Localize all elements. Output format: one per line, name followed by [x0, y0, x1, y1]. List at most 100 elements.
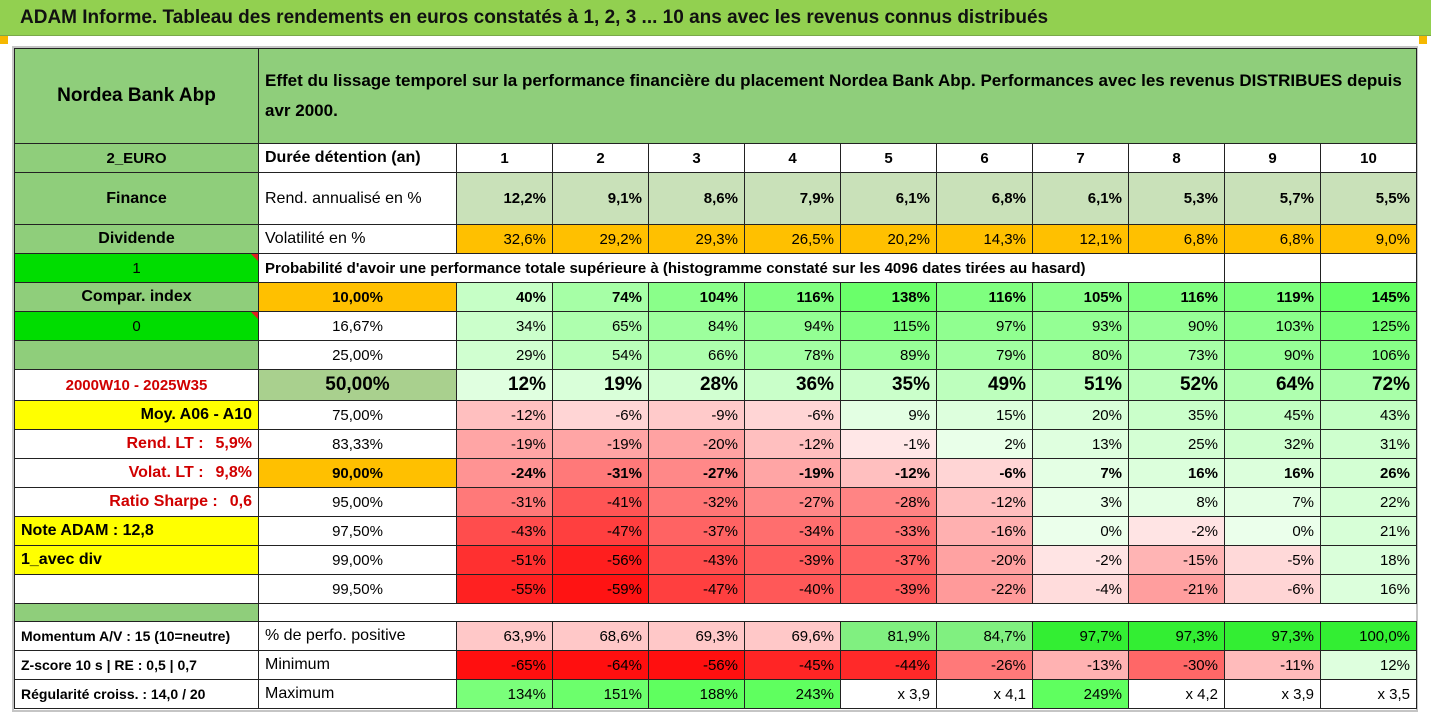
probability-value-cell: -6%: [936, 458, 1033, 488]
probability-value-cell: -12%: [744, 429, 841, 459]
probability-value-cell: 7%: [1032, 458, 1129, 488]
volatility-cell: 29,2%: [552, 224, 649, 254]
probability-value-cell: 31%: [1320, 429, 1417, 459]
probability-value-cell: -12%: [936, 487, 1033, 517]
probability-row: Note ADAM : 12,8 97,50% -43% -47% -37% -34% -3…: [14, 516, 1417, 546]
probability-value-cell: -55%: [456, 574, 553, 604]
probability-value-cell: 26%: [1320, 458, 1417, 488]
maximum-label: Maximum: [258, 679, 457, 709]
volatility-label: Volatilité en %: [258, 224, 457, 254]
sheet-frame: [12, 46, 1418, 712]
empty-green-cell: [14, 340, 259, 370]
minimum-cell: -64%: [552, 650, 649, 680]
probability-value-cell: -24%: [456, 458, 553, 488]
probability-value-cell: -39%: [744, 545, 841, 575]
performance-table: Nordea Bank Abp Effet du lissage tempore…: [14, 48, 1417, 709]
minimum-cell: -45%: [744, 650, 841, 680]
probability-value-cell: 93%: [1032, 311, 1129, 341]
long-term-return-cell: Rend. LT : 5,9%: [14, 429, 259, 459]
probability-value-cell: -1%: [840, 429, 937, 459]
flag-cell-1[interactable]: 1: [14, 253, 259, 283]
probability-value-cell: 16%: [1320, 574, 1417, 604]
annual-return-cell: 9,1%: [552, 172, 649, 225]
probability-row: Rend. LT :5,9% 83,33% -19% -19% -20% -12% -1% 2…: [14, 429, 1417, 459]
positive-performance-cell: 84,7%: [936, 621, 1033, 651]
flag-cell-0[interactable]: 0: [14, 311, 259, 341]
annual-return-cell: 12,2%: [456, 172, 553, 225]
year-header: 3: [648, 143, 745, 173]
probability-value-cell: -39%: [840, 574, 937, 604]
maximum-cell: 134%: [456, 679, 553, 709]
probability-value-cell: -37%: [648, 516, 745, 546]
probability-threshold: 16,67%: [258, 311, 457, 341]
probability-value-cell: -56%: [552, 545, 649, 575]
positive-performance-cell: 100,0%: [1320, 621, 1417, 651]
maximum-cell: 243%: [744, 679, 841, 709]
probability-value-cell: 25%: [1128, 429, 1225, 459]
probability-row: 2000W10 - 2025W35 50,00% 12% 19% 28% 36% 35% 49…: [14, 369, 1417, 401]
probability-value-cell: -31%: [456, 487, 553, 517]
probability-value-cell: 29%: [456, 340, 553, 370]
probability-threshold: 95,00%: [258, 487, 457, 517]
maximum-cell: x 3,9: [1224, 679, 1321, 709]
probability-value-cell: 106%: [1320, 340, 1417, 370]
probability-value-cell: -32%: [648, 487, 745, 517]
currency-cell: 2_EURO: [14, 143, 259, 173]
minimum-cell: 12%: [1320, 650, 1417, 680]
probability-row: Ratio Sharpe :0,6 95,00% -31% -41% -32% -27% -…: [14, 487, 1417, 517]
probability-value-cell: -22%: [936, 574, 1033, 604]
maximum-cell: 151%: [552, 679, 649, 709]
probability-value-cell: 138%: [840, 282, 937, 312]
maximum-cell: x 4,2: [1128, 679, 1225, 709]
probability-value-cell: 104%: [648, 282, 745, 312]
dividend-mode-cell: 1_avec div: [14, 545, 259, 575]
year-header: 10: [1320, 143, 1417, 173]
probability-value-cell: -41%: [552, 487, 649, 517]
probability-value-cell: 103%: [1224, 311, 1321, 341]
probability-value-cell: 64%: [1224, 369, 1321, 401]
probability-value-cell: 116%: [744, 282, 841, 312]
compar-index-cell: Compar. index: [14, 282, 259, 312]
probability-value-cell: 21%: [1320, 516, 1417, 546]
volatility-cell: 14,3%: [936, 224, 1033, 254]
probability-value-cell: -20%: [648, 429, 745, 459]
probability-value-cell: 97%: [936, 311, 1033, 341]
positive-performance-cell: 97,3%: [1128, 621, 1225, 651]
annual-return-cell: 5,5%: [1320, 172, 1417, 225]
stat-value: 0,6: [229, 493, 252, 510]
duration-label: Durée détention (an): [258, 143, 457, 173]
minimum-cell: -11%: [1224, 650, 1321, 680]
year-header: 1: [456, 143, 553, 173]
corner-marker-left: [0, 36, 8, 44]
probability-value-cell: 16%: [1224, 458, 1321, 488]
probability-value-cell: -47%: [552, 516, 649, 546]
average-label-cell: Moy. A06 - A10: [14, 400, 259, 430]
probability-value-cell: 16%: [1128, 458, 1225, 488]
annual-return-cell: 7,9%: [744, 172, 841, 225]
spacer-green-cell: [14, 603, 259, 622]
probability-value-cell: -9%: [648, 400, 745, 430]
probability-value-cell: 12%: [456, 369, 553, 401]
probability-value-cell: -19%: [456, 429, 553, 459]
probability-value-cell: 40%: [456, 282, 553, 312]
probability-value-cell: -12%: [456, 400, 553, 430]
probability-value-cell: -37%: [840, 545, 937, 575]
probability-value-cell: -4%: [1032, 574, 1129, 604]
minimum-cell: -65%: [456, 650, 553, 680]
probability-value-cell: -16%: [936, 516, 1033, 546]
long-term-volatility-cell: Volat. LT : 9,8%: [14, 458, 259, 488]
probability-value-cell: 0%: [1224, 516, 1321, 546]
probability-value-cell: 8%: [1128, 487, 1225, 517]
probability-row: 99,50% -55% -59% -47% -40% -39% -22% -4% -21% -6%…: [14, 574, 1417, 604]
report-title-banner: ADAM Informe. Tableau des rendements en …: [0, 0, 1431, 36]
probability-value-cell: 51%: [1032, 369, 1129, 401]
probability-value-cell: 19%: [552, 369, 649, 401]
probability-value-cell: -6%: [552, 400, 649, 430]
maximum-cell: x 3,9: [840, 679, 937, 709]
probability-value-cell: 90%: [1128, 311, 1225, 341]
annual-return-cell: 6,1%: [1032, 172, 1129, 225]
probability-value-cell: 49%: [936, 369, 1033, 401]
year-header: 7: [1032, 143, 1129, 173]
probability-value-cell: 115%: [840, 311, 937, 341]
probability-value-cell: 116%: [1128, 282, 1225, 312]
